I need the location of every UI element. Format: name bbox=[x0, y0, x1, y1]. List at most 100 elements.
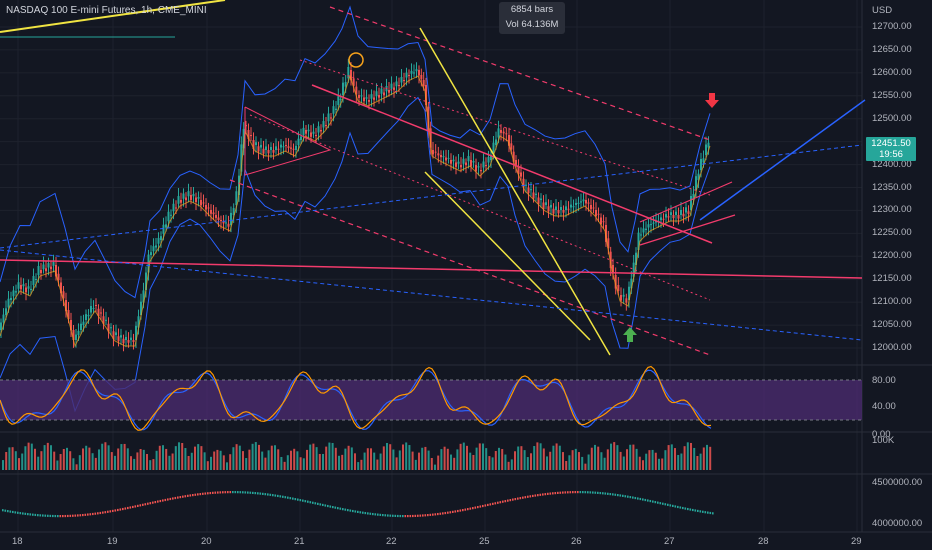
volume-bar bbox=[248, 449, 251, 470]
candle-body bbox=[12, 290, 15, 297]
volume-bar bbox=[232, 447, 235, 470]
candle-body bbox=[542, 202, 545, 209]
candle-body bbox=[597, 213, 600, 215]
obv-point bbox=[224, 491, 227, 494]
candle-body bbox=[282, 146, 285, 148]
obv-point bbox=[57, 514, 59, 518]
volume-bar bbox=[622, 456, 625, 470]
volume-bar bbox=[510, 459, 513, 470]
obv-point bbox=[109, 510, 112, 513]
volume-bar bbox=[363, 452, 366, 470]
candle-body bbox=[415, 69, 418, 72]
time-tick-label: 20 bbox=[201, 536, 212, 547]
candle-body bbox=[502, 131, 505, 134]
obv-point bbox=[559, 491, 562, 494]
candle-body bbox=[47, 263, 50, 268]
obv-point bbox=[164, 498, 167, 502]
volume-bar bbox=[117, 448, 120, 470]
obv-point bbox=[604, 492, 607, 495]
candle-body bbox=[210, 210, 212, 214]
candle-body bbox=[687, 211, 690, 214]
candle-body bbox=[700, 159, 702, 170]
obv-point bbox=[49, 514, 52, 518]
rising-channel-bottom bbox=[639, 214, 736, 246]
volume-bar bbox=[366, 448, 369, 470]
last-price-value: 12451.50 bbox=[871, 138, 911, 149]
candle-body bbox=[335, 108, 337, 110]
obv-point bbox=[612, 493, 614, 496]
volume-bar bbox=[402, 444, 404, 470]
candle-body bbox=[322, 121, 325, 128]
candle-body bbox=[190, 195, 192, 200]
obv-point bbox=[352, 509, 354, 513]
time-tick-label: 25 bbox=[479, 536, 490, 547]
volume-info: Vol 64.136M bbox=[505, 19, 559, 30]
volume-bar bbox=[216, 449, 219, 470]
volume-bar bbox=[293, 448, 296, 470]
bollinger-upper bbox=[0, 5, 711, 299]
candle-body bbox=[300, 136, 302, 140]
candle-body bbox=[152, 246, 155, 252]
volume-bar bbox=[683, 446, 686, 470]
obv-point bbox=[709, 511, 712, 515]
candle-body bbox=[220, 220, 222, 221]
obv-point bbox=[39, 514, 42, 517]
last-price-tag: 12451.50 19:56 bbox=[866, 137, 916, 161]
candle-body bbox=[690, 196, 692, 210]
candle-body bbox=[388, 90, 390, 93]
arrow-up-icon bbox=[623, 327, 637, 342]
time-tick-label: 21 bbox=[294, 536, 305, 547]
candle-body bbox=[202, 202, 205, 204]
volume-bar bbox=[658, 458, 660, 470]
candle-body bbox=[110, 327, 112, 329]
candle-body bbox=[625, 298, 628, 303]
volume-bar bbox=[555, 443, 558, 470]
obv-point bbox=[482, 504, 484, 508]
candle-body bbox=[677, 215, 680, 219]
price-tick-label: 12100.00 bbox=[872, 296, 912, 308]
candle-body bbox=[85, 314, 87, 320]
volume-bar bbox=[370, 448, 372, 470]
volume-bar bbox=[632, 444, 635, 470]
candle-body bbox=[117, 336, 120, 342]
candle-body bbox=[360, 95, 363, 97]
obv-point bbox=[467, 508, 469, 511]
obv-point bbox=[644, 498, 647, 502]
obv-point bbox=[329, 505, 332, 508]
volume-bar bbox=[610, 443, 612, 470]
candle-body bbox=[130, 337, 132, 340]
channel-midline bbox=[311, 84, 713, 244]
obv-point bbox=[627, 495, 629, 498]
volume-bar bbox=[226, 462, 228, 470]
volume-bar bbox=[331, 442, 334, 470]
candle-body bbox=[70, 320, 72, 331]
time-tick-label: 27 bbox=[664, 536, 675, 547]
obv-point bbox=[689, 508, 692, 511]
stochastic-band bbox=[0, 380, 862, 420]
obv-point bbox=[189, 494, 192, 497]
obv-point bbox=[412, 514, 414, 518]
volume-bar bbox=[469, 452, 472, 470]
volume-bar bbox=[152, 459, 155, 470]
obv-point bbox=[292, 497, 294, 500]
volume-bar bbox=[645, 453, 648, 470]
candle-body bbox=[517, 166, 520, 175]
candle-body bbox=[347, 66, 350, 79]
candle-body bbox=[250, 135, 252, 137]
obv-point bbox=[494, 502, 497, 505]
candle-body bbox=[455, 162, 457, 167]
obv-point bbox=[359, 511, 362, 514]
candle-body bbox=[572, 206, 575, 208]
obv-point bbox=[459, 509, 462, 512]
yellow-top-left-line bbox=[0, 0, 226, 33]
candle-body bbox=[127, 340, 130, 343]
candle-body bbox=[555, 206, 557, 210]
volume-bar bbox=[680, 453, 683, 470]
currency-label: USD bbox=[872, 5, 893, 16]
volume-bar bbox=[5, 452, 8, 470]
candle-body bbox=[505, 133, 508, 135]
volume-bar bbox=[638, 456, 641, 470]
volume-bar bbox=[648, 450, 651, 470]
obv-point bbox=[554, 492, 557, 495]
